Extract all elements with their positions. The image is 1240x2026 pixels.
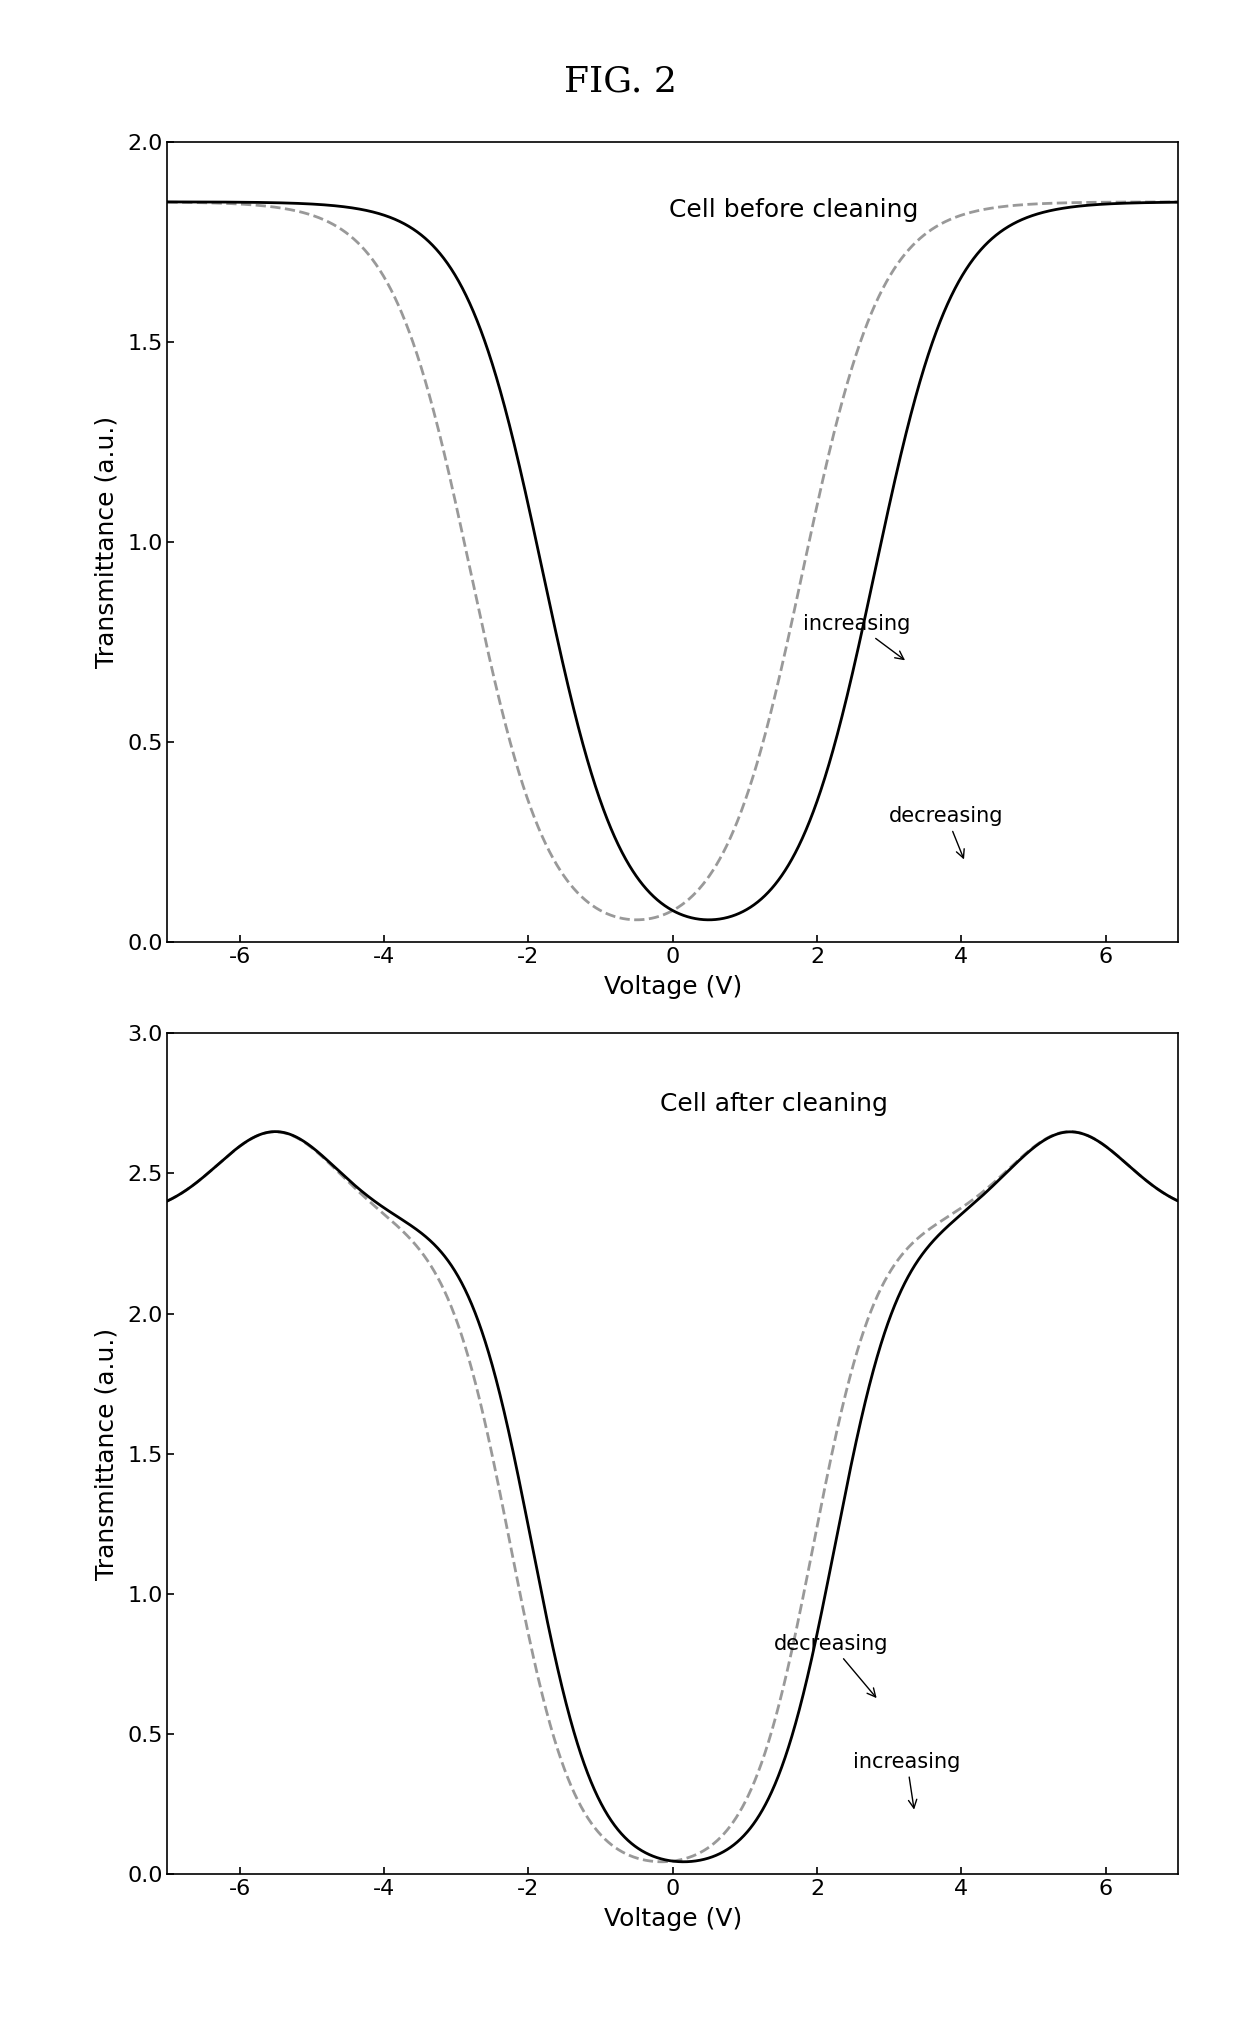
Text: Cell after cleaning: Cell after cleaning	[660, 1092, 888, 1116]
Text: increasing: increasing	[853, 1752, 961, 1807]
Text: increasing: increasing	[802, 614, 910, 658]
Y-axis label: Transmittance (a.u.): Transmittance (a.u.)	[94, 415, 119, 669]
X-axis label: Voltage (V): Voltage (V)	[604, 1906, 742, 1931]
X-axis label: Voltage (V): Voltage (V)	[604, 975, 742, 999]
Y-axis label: Transmittance (a.u.): Transmittance (a.u.)	[94, 1327, 119, 1580]
Text: Cell before cleaning: Cell before cleaning	[670, 199, 919, 221]
Text: FIG. 2: FIG. 2	[563, 65, 677, 99]
Text: decreasing: decreasing	[889, 806, 1003, 859]
Text: decreasing: decreasing	[774, 1633, 888, 1698]
